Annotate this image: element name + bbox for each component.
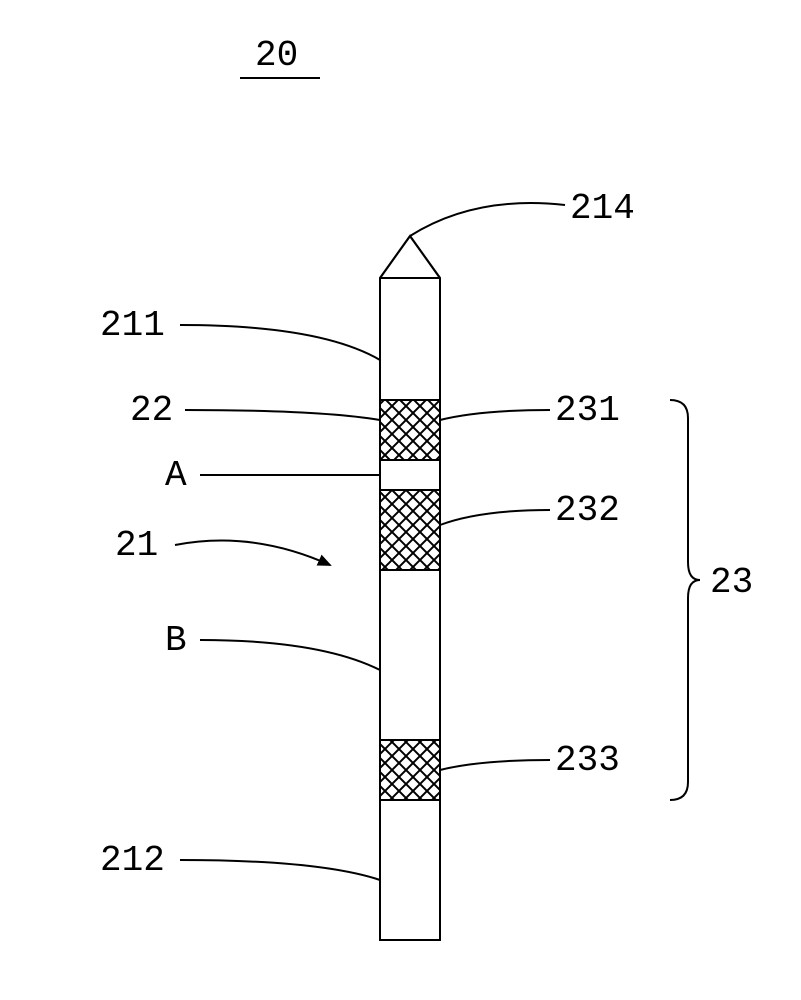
leader-233 [440,760,550,770]
label-232: 232 [555,490,620,531]
label-233: 233 [555,740,620,781]
leader-22 [185,410,380,420]
label-214: 214 [570,188,635,229]
section-hatch-232 [380,490,440,570]
label-212: 212 [100,840,165,881]
diagram-svg: 20 211 22 A21 B 212 214 231 232 233 23 [0,0,801,1000]
leader-214 [410,203,565,236]
section-upper-plain-211 [380,278,440,400]
leader-B [200,640,380,670]
label-231: 231 [555,390,620,431]
label-211: 211 [100,305,165,346]
section-lower-plain-212 [380,800,440,940]
label-22: 22 [130,390,173,431]
section-hatch-233 [380,740,440,800]
label-23: 23 [710,562,753,603]
section-gap-A [380,460,440,490]
brace-23 [670,400,700,800]
label-21: 21 [115,525,158,566]
figure-title: 20 [255,35,298,76]
leader-211 [180,325,380,360]
section-hatch-231 [380,400,440,460]
label-A: A [165,455,187,496]
label-B: B [165,620,187,661]
section-gap-B [380,570,440,740]
leader-232 [440,510,550,525]
leader-231 [440,410,550,420]
leader-212 [180,860,380,880]
arrow-21 [175,541,330,566]
